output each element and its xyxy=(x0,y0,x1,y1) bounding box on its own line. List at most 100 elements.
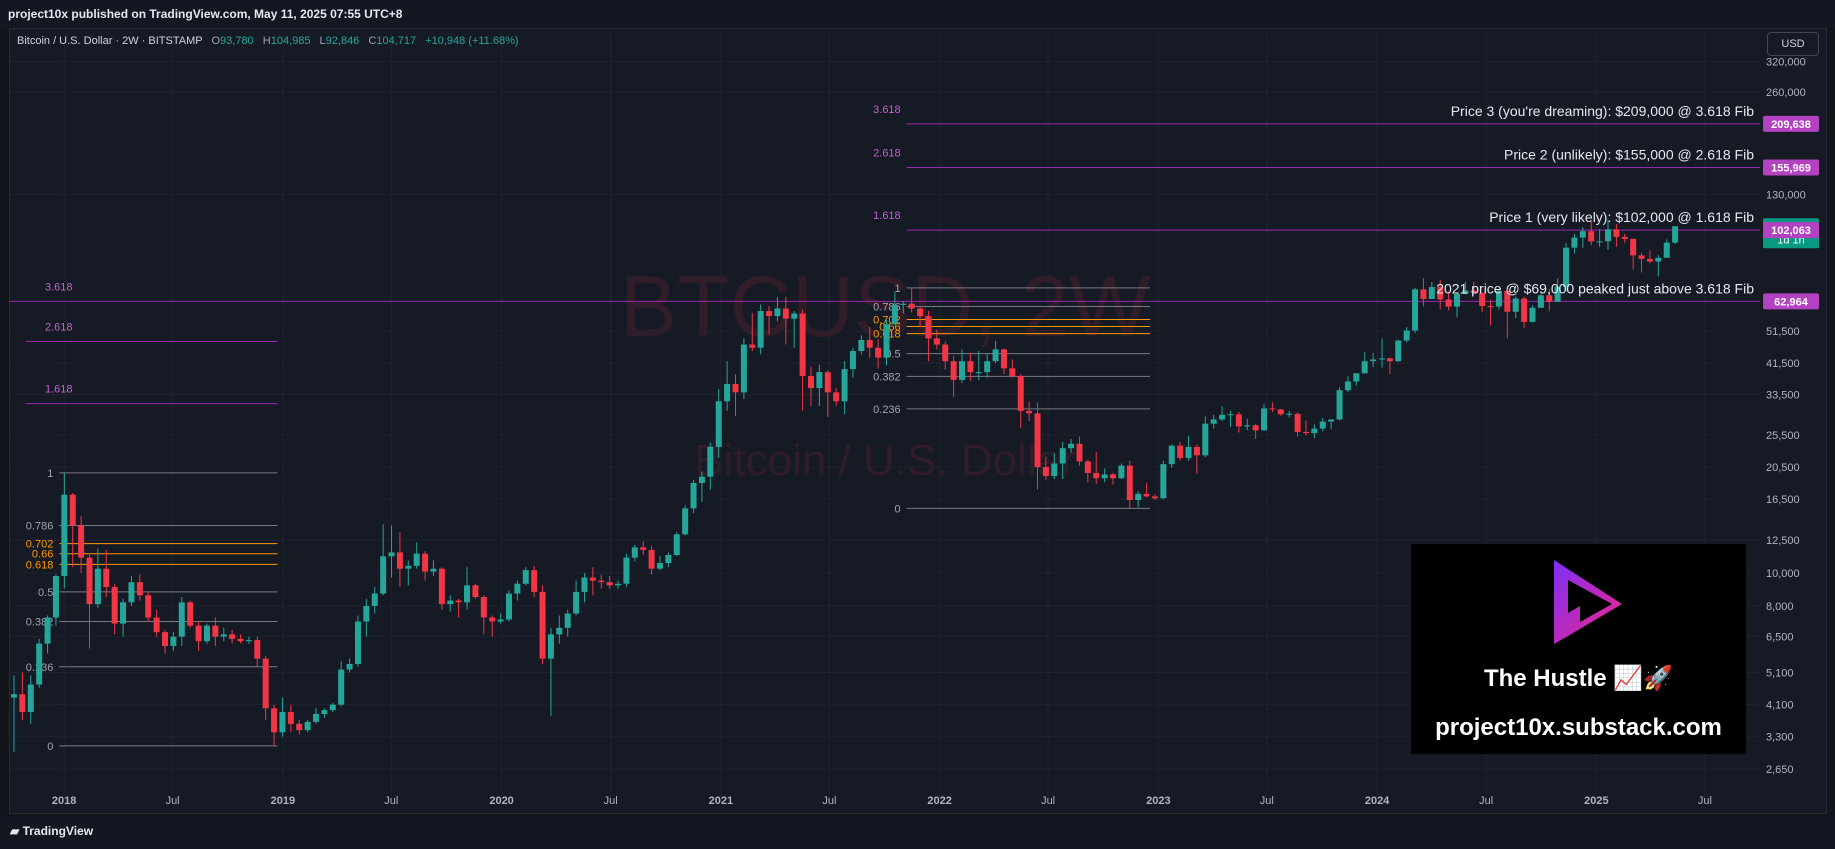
candle-body xyxy=(405,565,412,569)
candle-body xyxy=(959,361,966,380)
time-axis-label: 2018 xyxy=(52,795,76,807)
candle-body xyxy=(61,494,68,577)
candle-body xyxy=(640,547,647,550)
tradingview-logo[interactable]: ▰ TradingView xyxy=(10,824,93,838)
candle-body xyxy=(1596,241,1603,243)
candle-body xyxy=(44,617,51,644)
time-axis-label: 2023 xyxy=(1146,795,1170,807)
candle-body xyxy=(724,383,731,402)
fib-retracement-label: 0.66 xyxy=(32,549,53,561)
candle-body xyxy=(1185,446,1192,458)
price-axis-label: 6,500 xyxy=(1766,632,1794,644)
candle-body xyxy=(531,570,538,592)
price-axis-label: 3,300 xyxy=(1766,732,1794,744)
currency-button[interactable]: USD xyxy=(1767,32,1819,56)
time-axis-label: 2021 xyxy=(709,795,733,807)
candle-body xyxy=(950,361,957,380)
candle-body xyxy=(1034,413,1041,468)
candle-body xyxy=(271,708,278,733)
annotation-text: Price 1 (very likely): $102,000 @ 1.618 … xyxy=(1489,209,1754,225)
candle-body xyxy=(992,349,999,362)
candle-body xyxy=(833,392,840,402)
candle-body xyxy=(1177,445,1184,458)
candle-body xyxy=(900,303,907,305)
candle-body xyxy=(514,583,521,594)
price-axis-label: 41,500 xyxy=(1766,358,1800,370)
candle-body xyxy=(279,712,286,733)
candle-body xyxy=(1428,287,1435,299)
candle-body xyxy=(11,694,17,698)
candle-body xyxy=(858,339,865,351)
footer-bar xyxy=(0,816,1835,849)
candle-body xyxy=(1286,413,1293,415)
time-axis-label: Jul xyxy=(166,795,180,807)
candle-body xyxy=(623,557,630,584)
candle-body xyxy=(1403,330,1410,341)
candle-body xyxy=(36,643,43,685)
candle-body xyxy=(1009,368,1016,376)
fib-retracement-label: 1 xyxy=(895,283,901,295)
candle-body xyxy=(380,556,387,594)
candle-body xyxy=(547,634,554,659)
candle-body xyxy=(1613,229,1620,237)
candle-body xyxy=(413,553,420,566)
candle-body xyxy=(1370,359,1377,362)
time-axis-label: Jul xyxy=(822,795,836,807)
candle-body xyxy=(19,694,26,713)
candle-body xyxy=(1361,361,1368,374)
fib-extension-label: 3.618 xyxy=(45,281,73,293)
candle-body xyxy=(766,310,773,317)
candle-body xyxy=(807,375,814,389)
candle-body xyxy=(967,361,974,373)
candle-body xyxy=(136,582,143,596)
time-axis-label: 2025 xyxy=(1584,795,1608,807)
annotation-text: Price 3 (you're dreaming): $209,000 @ 3.… xyxy=(1451,103,1754,119)
candle-body xyxy=(1151,496,1158,499)
candle-body xyxy=(1219,414,1226,420)
candle-body xyxy=(170,636,177,647)
fib-retracement-label: 0.236 xyxy=(873,404,901,416)
candle-body xyxy=(1453,293,1460,307)
fib-retracement-label: 1 xyxy=(47,468,53,480)
candle-body xyxy=(1026,410,1033,414)
close-label: C xyxy=(368,35,377,47)
low-label: L xyxy=(319,35,326,47)
candle-body xyxy=(1546,295,1553,302)
fib-extension-label: 1.618 xyxy=(45,384,73,396)
candle-body xyxy=(556,627,563,635)
candle-body xyxy=(1168,445,1175,465)
candle-body xyxy=(816,372,823,389)
candle-body xyxy=(740,344,747,393)
candle-body xyxy=(933,338,940,345)
candle-body xyxy=(1193,446,1200,456)
candle-body xyxy=(1646,258,1653,262)
watermark-name: Bitcoin / U.S. Dollar xyxy=(694,436,1075,485)
candle-body xyxy=(1135,493,1142,501)
price-tag-box xyxy=(1763,222,1819,239)
candle-body xyxy=(841,369,848,402)
candle-body xyxy=(648,549,655,569)
candle-body xyxy=(229,634,236,639)
candle-body xyxy=(212,625,219,637)
candle-body xyxy=(1302,431,1309,434)
candle-body xyxy=(1529,307,1536,322)
fib-extension-label: 2.618 xyxy=(873,147,901,159)
candle-body xyxy=(220,634,227,637)
candle-body xyxy=(984,361,991,373)
candle-body xyxy=(69,494,76,526)
candle-body xyxy=(313,713,320,722)
candle-body xyxy=(942,344,949,362)
candle-body xyxy=(363,605,370,622)
candle-body xyxy=(581,577,588,592)
candle-body xyxy=(1210,419,1217,424)
candle-body xyxy=(908,303,915,309)
change-value: +10,948 (+11.68%) xyxy=(425,35,519,47)
candle-body xyxy=(388,552,395,557)
candle-body xyxy=(455,600,462,603)
candle-body xyxy=(78,525,85,558)
candle-body xyxy=(1504,290,1511,312)
candle-body xyxy=(1604,229,1611,242)
candle-body xyxy=(598,580,605,583)
candle-body xyxy=(287,712,294,724)
